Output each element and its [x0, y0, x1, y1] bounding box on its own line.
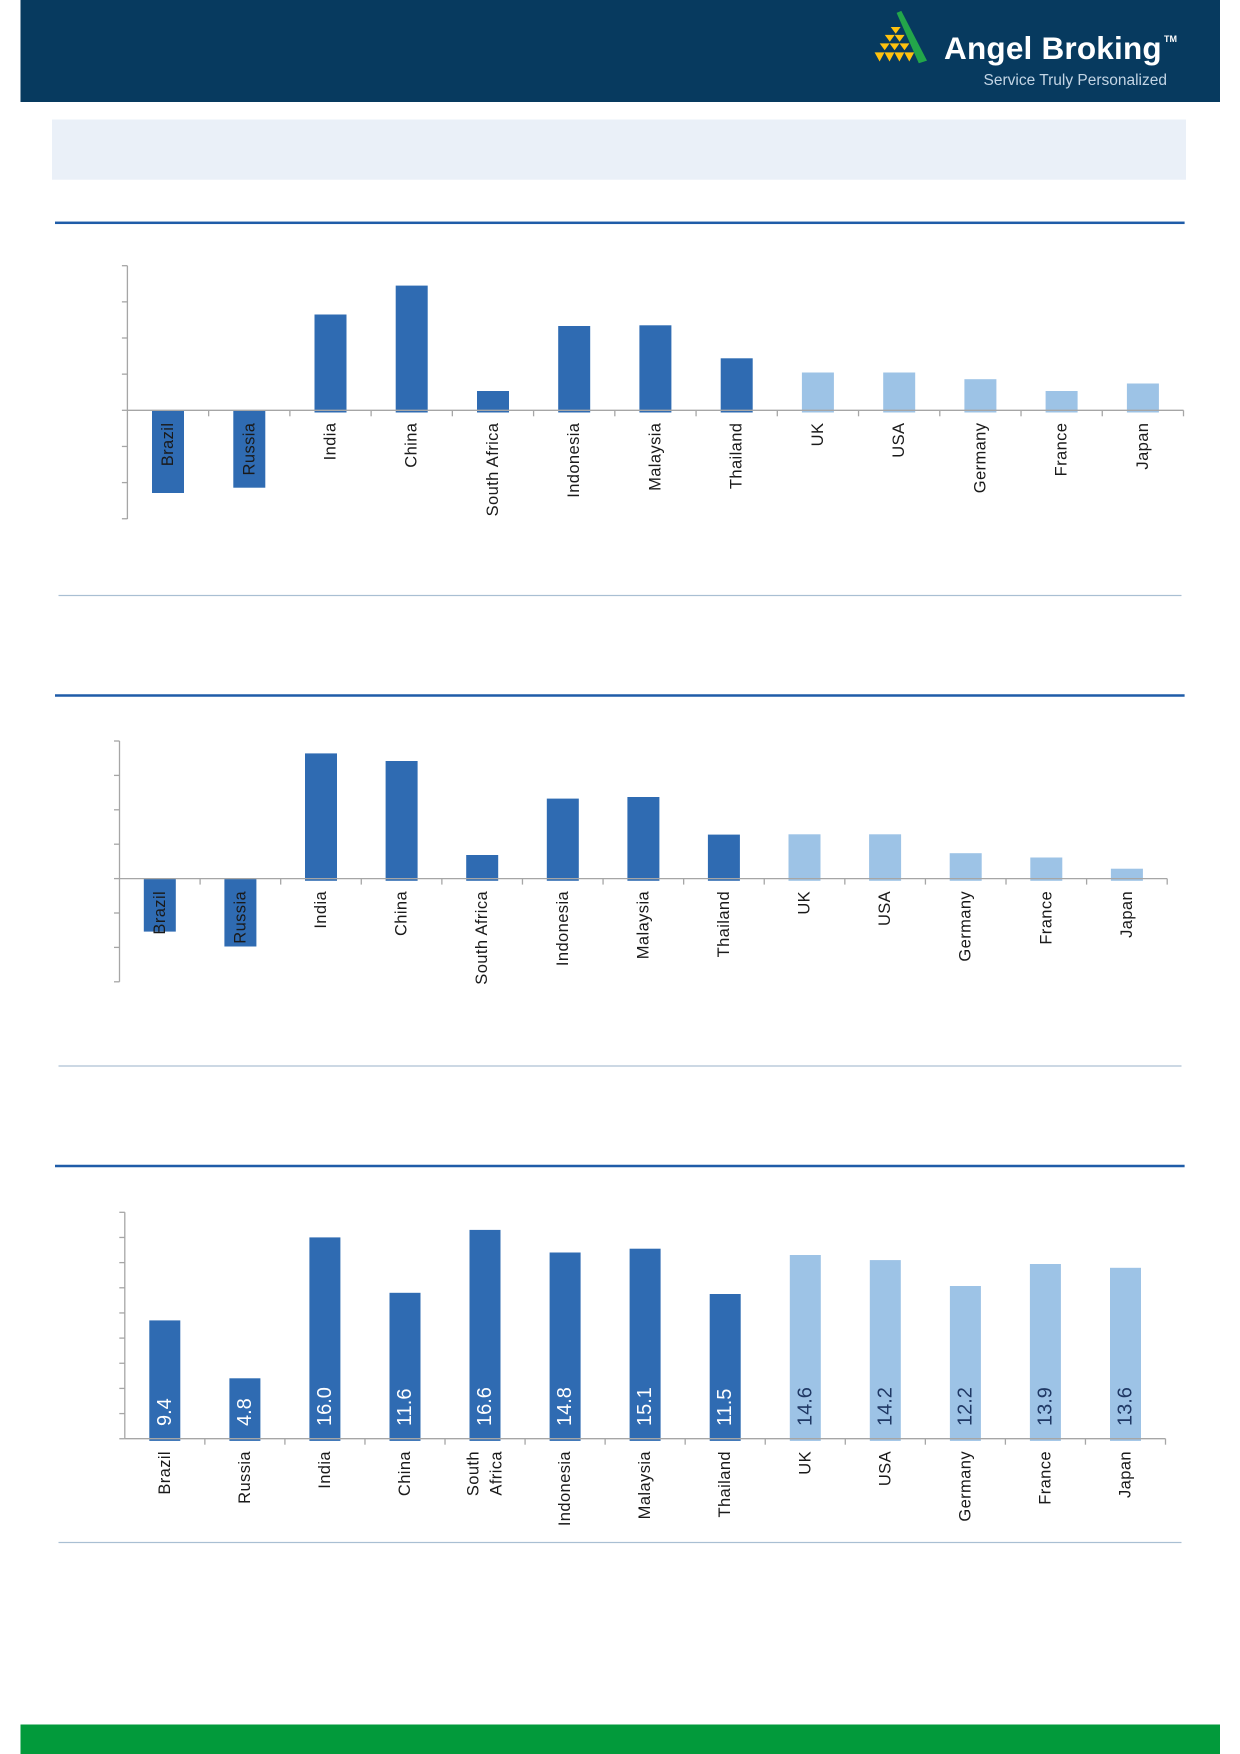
svg-text:Germany: Germany	[956, 1451, 974, 1522]
svg-text:UK: UK	[796, 1451, 814, 1475]
svg-text:Thailand: Thailand	[716, 1451, 734, 1518]
svg-text:Thailand: Thailand	[728, 423, 746, 490]
svg-text:4.8: 4.8	[234, 1398, 256, 1426]
svg-text:13.6: 13.6	[1115, 1387, 1137, 1426]
svg-text:Thailand: Thailand	[715, 891, 733, 958]
svg-text:France: France	[1053, 423, 1071, 477]
svg-text:Germany: Germany	[957, 891, 975, 962]
svg-text:China: China	[393, 890, 411, 936]
svg-text:Russia: Russia	[240, 422, 258, 475]
svg-text:Indonesia: Indonesia	[565, 422, 583, 498]
svg-text:UK: UK	[796, 891, 814, 915]
svg-text:14.2: 14.2	[874, 1387, 896, 1426]
svg-text:Germany: Germany	[971, 422, 989, 493]
svg-text:Malaysia: Malaysia	[646, 422, 664, 491]
svg-text:14.8: 14.8	[554, 1387, 576, 1426]
svg-text:Angel Broking: Angel Broking	[944, 30, 1162, 66]
svg-text:16.6: 16.6	[474, 1387, 496, 1426]
svg-text:India: India	[312, 890, 330, 928]
svg-text:South Africa: South Africa	[484, 422, 502, 516]
svg-text:11.5: 11.5	[714, 1389, 736, 1426]
svg-text:TM: TM	[1164, 34, 1177, 44]
svg-text:India: India	[322, 422, 340, 460]
svg-text:Brazil: Brazil	[159, 423, 177, 467]
svg-text:Malaysia: Malaysia	[636, 1451, 654, 1520]
svg-text:15.1: 15.1	[634, 1387, 656, 1426]
svg-text:12.2: 12.2	[954, 1387, 976, 1426]
svg-text:Indonesia: Indonesia	[554, 890, 572, 966]
svg-text:USA: USA	[876, 891, 894, 926]
svg-text:Russia: Russia	[236, 1451, 254, 1504]
svg-text:China: China	[396, 1451, 414, 1497]
svg-text:Brazil: Brazil	[151, 891, 169, 935]
svg-text:Japan: Japan	[1118, 891, 1136, 938]
svg-text:India: India	[316, 1451, 334, 1489]
svg-text:China: China	[403, 422, 421, 468]
svg-text:14.6: 14.6	[794, 1387, 816, 1426]
svg-text:Malaysia: Malaysia	[634, 890, 652, 959]
svg-text:9.4: 9.4	[154, 1398, 176, 1426]
svg-text:Africa: Africa	[488, 1451, 506, 1496]
svg-text:11.6: 11.6	[394, 1389, 416, 1426]
svg-text:France: France	[1036, 1451, 1054, 1505]
svg-text:Indonesia: Indonesia	[556, 1451, 574, 1527]
svg-text:Brazil: Brazil	[156, 1451, 174, 1495]
svg-text:Japan: Japan	[1134, 423, 1152, 470]
svg-text:16.0: 16.0	[314, 1387, 336, 1426]
svg-text:Russia: Russia	[231, 890, 249, 943]
svg-text:France: France	[1037, 891, 1055, 945]
svg-text:USA: USA	[890, 423, 908, 458]
svg-text:South Africa: South Africa	[473, 890, 491, 984]
svg-text:Japan: Japan	[1117, 1451, 1135, 1498]
svg-text:USA: USA	[876, 1451, 894, 1486]
svg-text:UK: UK	[809, 423, 827, 447]
svg-text:13.9: 13.9	[1034, 1387, 1056, 1426]
svg-text:Service Truly Personalized: Service Truly Personalized	[984, 72, 1168, 89]
svg-text:South: South	[465, 1451, 483, 1496]
